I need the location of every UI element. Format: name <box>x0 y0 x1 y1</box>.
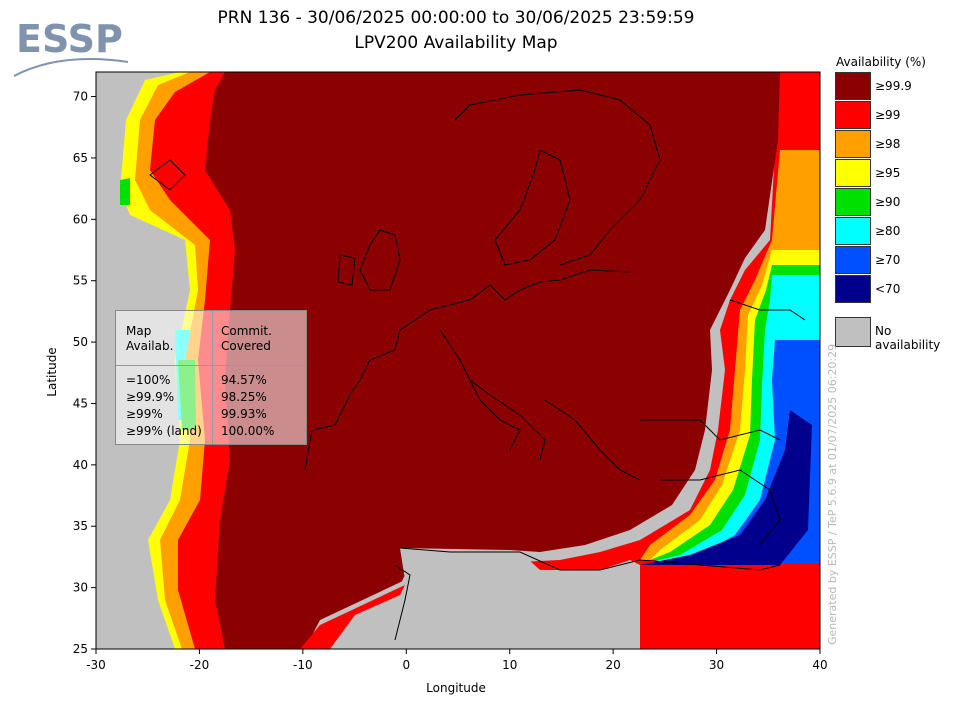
generated-by-watermark: Generated by ESSP / TeP 5.6.9 at 01/07/2… <box>826 343 839 645</box>
map-title: PRN 136 - 30/06/2025 00:00:00 to 30/06/2… <box>217 8 695 28</box>
stats-header-map-line1: Map <box>126 324 152 338</box>
stats-covered-value: 94.57% <box>221 373 267 387</box>
stats-covered: 94.57% 98.25% 99.93% 100.00% <box>221 372 274 440</box>
legend-swatch <box>835 217 871 245</box>
legend-label: ≥98 <box>875 137 901 151</box>
x-tick-label: 30 <box>709 658 724 672</box>
legend-swatch <box>835 275 871 303</box>
essp-logo: ESSP <box>13 17 129 77</box>
logo-text: ESSP <box>16 17 123 61</box>
legend-label: ≥99.9 <box>875 79 912 93</box>
legend-label: ≥99 <box>875 108 901 122</box>
y-tick-label: 70 <box>73 90 88 104</box>
stats-level: ≥99% <box>126 407 163 421</box>
stats-level: ≥99.9% <box>126 390 175 404</box>
legend-swatch <box>835 159 871 187</box>
legend-label: ≥70 <box>875 253 901 267</box>
y-tick-label: 60 <box>73 212 88 226</box>
stats-header-commit-line2: Covered <box>221 339 271 353</box>
x-tick-label: 10 <box>502 658 517 672</box>
legend-label: <70 <box>875 282 901 296</box>
stats-header-map-line2: Availab. <box>126 339 174 353</box>
coverage-stats-box: Map Availab. Commit. Covered =100% ≥99.9… <box>115 310 307 445</box>
stats-header-commit-line1: Commit. <box>221 324 272 338</box>
x-tick-label: -10 <box>293 658 313 672</box>
x-tick-label: -20 <box>190 658 210 672</box>
x-tick-label: -30 <box>86 658 106 672</box>
stats-covered-value: 98.25% <box>221 390 267 404</box>
legend-swatch <box>835 101 871 129</box>
y-axis-label: Latitude <box>45 347 59 397</box>
stats-levels: =100% ≥99.9% ≥99% ≥99% (land) <box>126 372 202 440</box>
coastlines <box>149 89 806 641</box>
y-tick-label: 40 <box>73 458 88 472</box>
y-axis-ticks: 25 30 35 40 45 50 55 60 65 70 <box>73 90 96 656</box>
stats-header-commit: Commit. Covered <box>221 324 272 354</box>
y-tick-label: 25 <box>73 642 88 656</box>
y-tick-label: 55 <box>73 274 88 288</box>
stats-level: ≥99% (land) <box>126 424 202 438</box>
legend-label: ≥80 <box>875 224 901 238</box>
stats-header-map: Map Availab. <box>126 324 173 354</box>
stats-covered-value: 100.00% <box>221 424 275 438</box>
legend-swatch <box>835 130 871 158</box>
x-tick-label: 20 <box>606 658 621 672</box>
y-tick-label: 45 <box>73 396 88 410</box>
y-tick-label: 35 <box>73 519 88 533</box>
legend-swatch-no-availability <box>835 317 871 347</box>
y-tick-label: 30 <box>73 581 88 595</box>
x-tick-label: 40 <box>812 658 827 672</box>
legend-label: ≥95 <box>875 166 901 180</box>
x-tick-label: 0 <box>402 658 410 672</box>
x-axis-ticks: -30 -20 -10 0 10 20 30 40 <box>86 649 828 672</box>
legend-title: Availability (%) <box>836 55 926 69</box>
legend-swatch <box>835 188 871 216</box>
map-subtitle: LPV200 Availability Map <box>354 33 558 53</box>
stats-level: =100% <box>126 373 171 387</box>
legend-swatch <box>835 72 871 100</box>
legend-swatch <box>835 246 871 274</box>
legend-label-no-availability: No availability <box>875 324 941 352</box>
y-tick-label: 65 <box>73 151 88 165</box>
y-tick-label: 50 <box>73 335 88 349</box>
x-axis-label: Longitude <box>426 681 486 695</box>
stats-covered-value: 99.93% <box>221 407 267 421</box>
legend-label: ≥90 <box>875 195 901 209</box>
